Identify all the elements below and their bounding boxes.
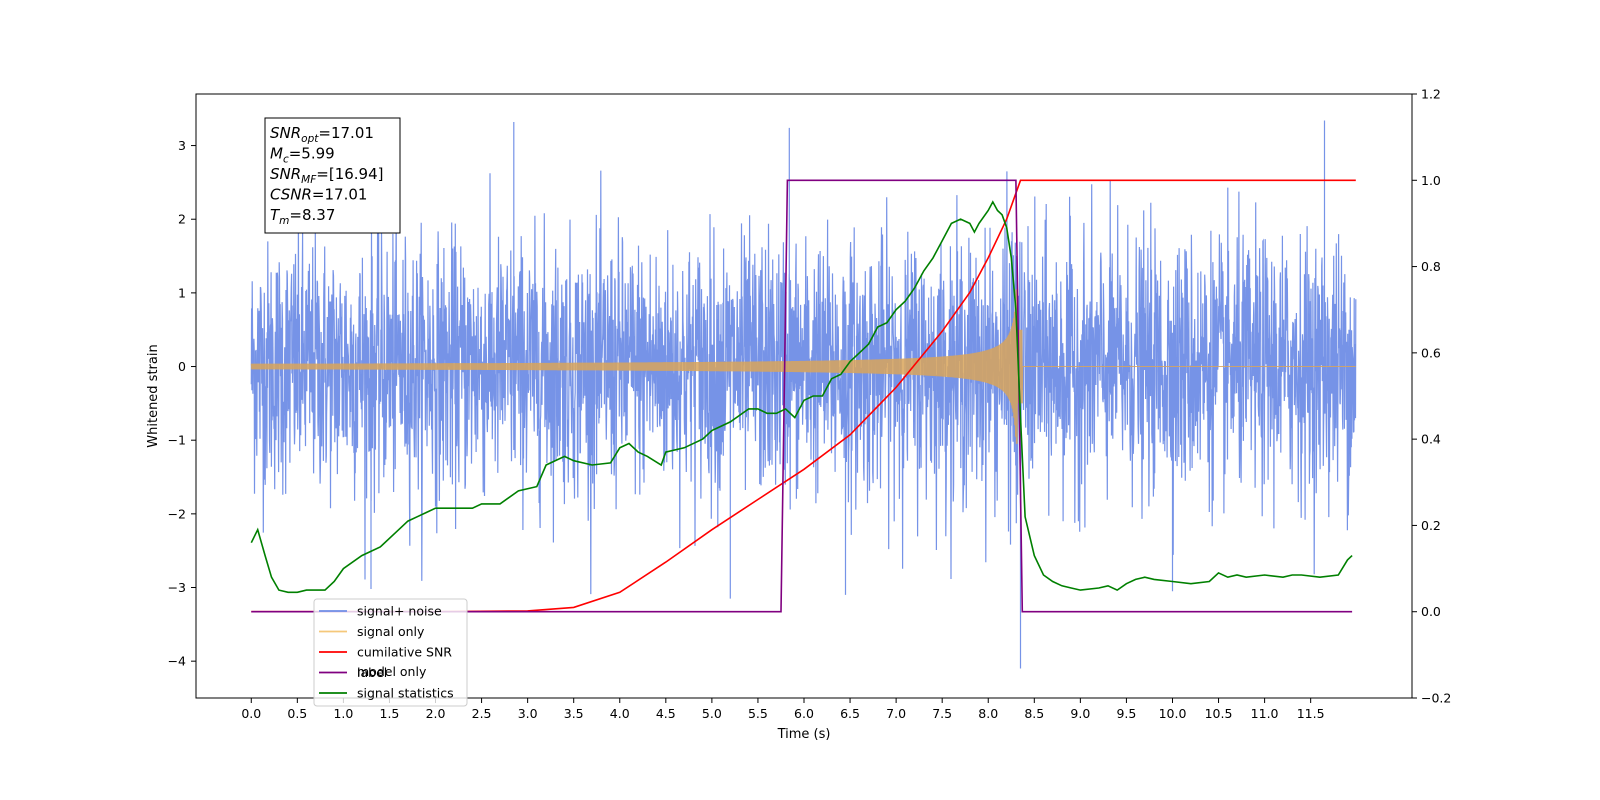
x-tick-label: 8.5 [1024,706,1044,721]
annotation-frame [264,117,401,234]
annotation-line: CSNR=17.01 [270,186,367,204]
x-tick-label: 2.5 [472,706,492,721]
y2-tick-label: 0.0 [1421,604,1441,619]
legend-label: label [357,665,387,680]
x-tick-label: 7.5 [932,706,952,721]
x-tick-label: 0.5 [287,706,307,721]
x-tick-label: 3.0 [518,706,538,721]
y-tick-label: −4 [168,654,186,669]
x-tick-label: 5.5 [748,706,768,721]
annotation-line: Tm=8.37 [270,206,335,227]
y2-tick-label: 0.4 [1421,432,1441,447]
y-tick-label: 2 [178,212,186,227]
series-signal-only [250,289,1356,444]
x-tick-label: 3.5 [564,706,584,721]
series-signal-statistics [250,200,1353,594]
x-tick-label: 10.0 [1159,706,1187,721]
y-tick-label: 0 [178,359,186,374]
x-tick-label: 2.0 [426,706,446,721]
y2-tick-label: 1.2 [1421,87,1441,102]
x-tick-label: 1.5 [380,706,400,721]
series-cumilative-snr [251,179,1356,613]
x-tick-label: 4.5 [656,706,676,721]
series-layer [250,120,1357,669]
x-tick-label: 10.5 [1205,706,1233,721]
series-signal-noise [250,120,1357,669]
legend: model only signal+ noise signal only cumila… [313,598,468,707]
x-tick-label: 1.0 [333,706,353,721]
y-tick-label: −1 [168,433,186,448]
annotation-box: SNRopt=17.01Mc=5.99SNRMF=[16.94]CSNR=17.… [264,117,401,234]
x-tick-label: 6.0 [794,706,814,721]
x-tick-label: 6.5 [840,706,860,721]
y-axis-left: −4 −3 −2 −1 0 1 2 3 [168,138,196,669]
y2-tick-label: −0.2 [1421,691,1451,706]
legend-ghost-text: model only [357,664,427,679]
legend-label: signal+ noise [357,604,442,619]
x-tick-label: 7.0 [886,706,906,721]
y-tick-label: 1 [178,285,186,300]
y-tick-label: −3 [168,580,186,595]
x-axis-label: Time (s) [777,727,831,742]
x-tick-label: 11.5 [1297,706,1325,721]
legend-frame [313,598,468,707]
y2-tick-label: 0.8 [1421,259,1441,274]
series-label [251,179,1353,613]
x-tick-label: 11.0 [1251,706,1279,721]
annotation-line: SNRMF=[16.94] [270,165,384,186]
y-axis-label: Whitened strain [146,344,161,447]
annotation-line: SNRopt=17.01 [270,124,374,145]
x-tick-label: 8.0 [978,706,998,721]
y2-tick-label: 0.6 [1421,345,1441,360]
y-tick-label: −2 [168,506,186,521]
x-axis: 0.0 0.5 1.0 1.5 2.0 2.5 3.0 3.5 4.0 4.5 5.0 5.5 6.0 6… [241,698,1325,721]
y-axis-right: −0.2 0.0 0.2 0.4 0.6 0.8 1.0 1.2 [1412,87,1451,706]
x-tick-label: 9.0 [1070,706,1090,721]
legend-label: signal statistics [357,686,454,701]
x-tick-label: 4.0 [610,706,630,721]
x-tick-label: 5.0 [702,706,722,721]
y2-tick-label: 0.2 [1421,518,1441,533]
annotation-line: Mc=5.99 [270,145,335,166]
y2-tick-label: 1.0 [1421,173,1441,188]
y-tick-label: 3 [178,138,186,153]
x-tick-label: 9.5 [1116,706,1136,721]
x-tick-label: 0.0 [241,706,261,721]
legend-label: cumilative SNR [357,645,452,660]
legend-label: signal only [357,624,425,639]
